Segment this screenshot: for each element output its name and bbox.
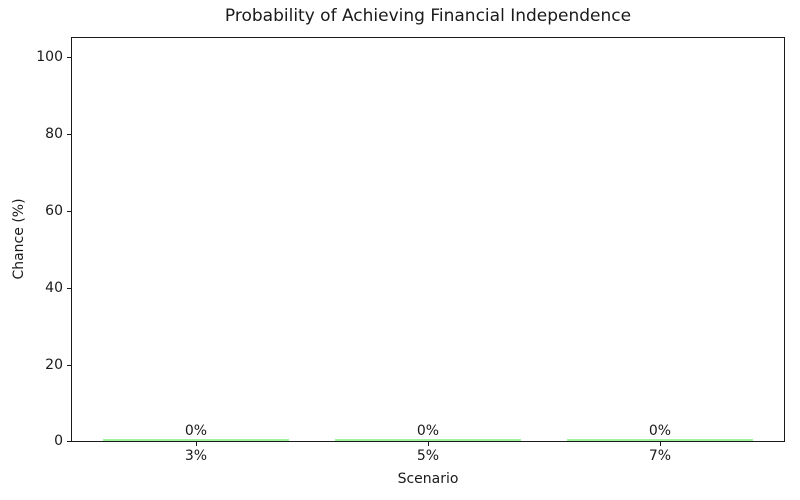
bar-value-label: 0% — [416, 423, 440, 439]
ytick-label: 60 — [45, 203, 63, 219]
ytick-mark — [67, 365, 71, 366]
xtick-label: 5% — [416, 448, 440, 464]
ytick-label: 40 — [45, 280, 63, 296]
bar — [335, 439, 521, 441]
xtick-label: 7% — [648, 448, 672, 464]
bar-value-label: 0% — [648, 423, 672, 439]
x-axis-label: Scenario — [397, 471, 459, 487]
ytick-mark — [67, 134, 71, 135]
ytick-mark — [67, 57, 71, 58]
xtick-mark — [428, 442, 429, 446]
ytick-mark — [67, 288, 71, 289]
bar — [103, 439, 289, 441]
ytick-label: 0 — [54, 433, 63, 449]
plot-area — [71, 37, 785, 442]
xtick-mark — [196, 442, 197, 446]
bar-value-label: 0% — [184, 423, 208, 439]
y-axis-label-text: Chance (%) — [11, 198, 27, 280]
xtick-label: 3% — [184, 448, 208, 464]
bar — [567, 439, 753, 441]
ytick-mark — [67, 211, 71, 212]
ytick-label: 100 — [36, 49, 63, 65]
xtick-mark — [660, 442, 661, 446]
ytick-label: 20 — [45, 357, 63, 373]
chart-title: Probability of Achieving Financial Indep… — [224, 6, 632, 26]
ytick-mark — [67, 441, 71, 442]
ytick-label: 80 — [45, 126, 63, 142]
